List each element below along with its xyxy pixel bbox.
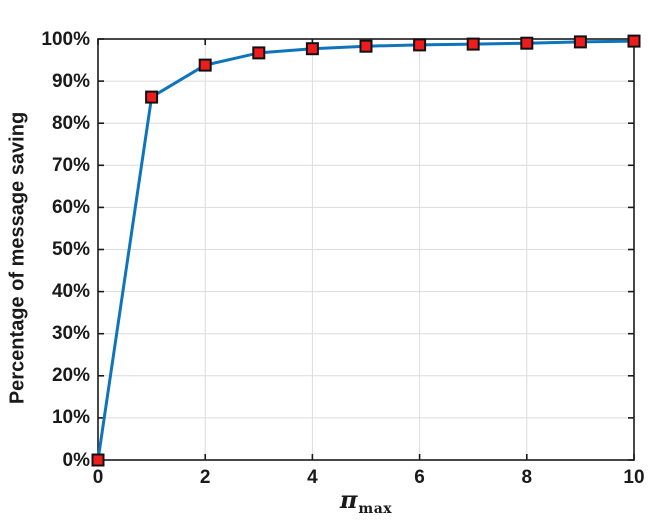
y-tick-label: 30% bbox=[51, 323, 90, 345]
data-point-marker bbox=[627, 34, 641, 48]
data-point-marker bbox=[520, 36, 534, 50]
data-point-marker bbox=[145, 90, 159, 104]
data-point-marker bbox=[91, 453, 105, 467]
y-tick-label: 10% bbox=[51, 407, 90, 429]
y-tick-label: 50% bbox=[51, 239, 90, 260]
y-tick-label: 70% bbox=[51, 154, 90, 176]
y-tick-label: 40% bbox=[51, 281, 90, 303]
x-tick-label: 2 bbox=[199, 467, 211, 488]
x-axis-label: πmax bbox=[340, 485, 392, 517]
y-tick-label: 60% bbox=[51, 196, 90, 218]
pi-symbol: π bbox=[339, 485, 358, 514]
data-point-marker bbox=[252, 46, 266, 60]
x-tick-label: 0 bbox=[92, 467, 104, 488]
data-point-marker bbox=[198, 58, 212, 72]
data-point-marker bbox=[413, 38, 427, 52]
data-line bbox=[96, 39, 636, 462]
data-point-marker bbox=[305, 42, 319, 56]
y-tick-label: 100% bbox=[41, 28, 90, 50]
x-tick-label: 4 bbox=[307, 467, 318, 488]
x-tick-label: 8 bbox=[521, 467, 533, 488]
y-tick-label: 90% bbox=[51, 70, 90, 92]
y-tick-label: 20% bbox=[51, 365, 90, 387]
x-tick-label: 10 bbox=[623, 467, 645, 488]
data-point-marker bbox=[359, 39, 373, 53]
data-point-marker bbox=[573, 35, 587, 49]
x-tick-label: 6 bbox=[414, 467, 425, 488]
y-tick-label: 80% bbox=[51, 112, 90, 134]
pi-subscript: max bbox=[358, 501, 393, 517]
data-point-marker bbox=[466, 37, 480, 51]
y-tick-label: 0% bbox=[62, 449, 90, 471]
